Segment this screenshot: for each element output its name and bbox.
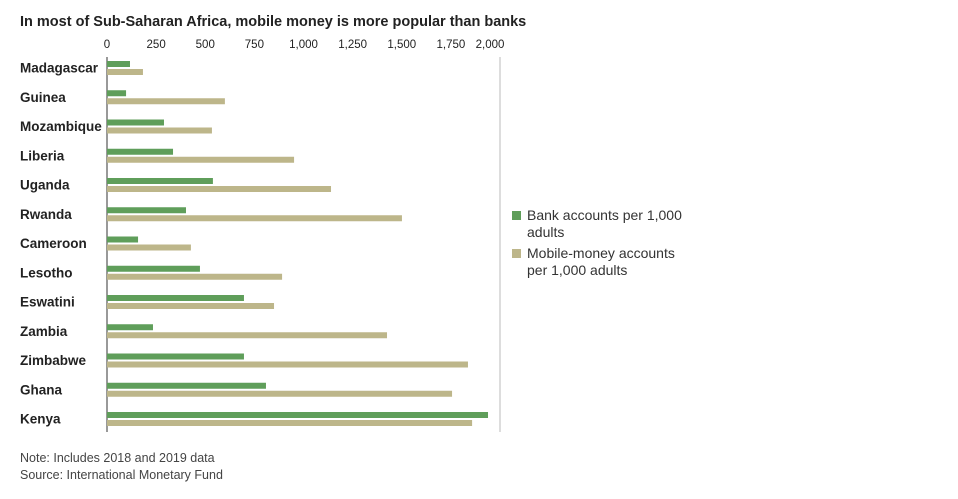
bar xyxy=(107,69,143,75)
x-tick-label: 750 xyxy=(245,39,264,51)
y-tick-label: Ghana xyxy=(20,382,63,397)
source: Source: International Monetary Fund xyxy=(20,468,223,482)
bar xyxy=(107,156,295,163)
y-tick-label: Mozambique xyxy=(20,119,102,134)
bar xyxy=(107,324,153,331)
bar xyxy=(107,412,489,418)
bar xyxy=(107,207,186,214)
bar xyxy=(107,295,244,301)
legend-swatch xyxy=(512,249,521,258)
legend-item: Mobile-money accounts per 1,000 adults xyxy=(512,245,682,279)
bar xyxy=(107,244,191,251)
legend-label: Bank accounts per 1,000 adults xyxy=(527,207,682,240)
x-tick-label: 500 xyxy=(196,39,215,51)
x-tick-label: 0 xyxy=(104,39,110,51)
bar xyxy=(107,90,127,97)
x-tick-label: 1,500 xyxy=(387,39,416,51)
bar xyxy=(107,390,453,397)
y-tick-label: Lesotho xyxy=(20,265,73,280)
y-tick-label: Zimbabwe xyxy=(20,353,87,368)
y-tick-label: Liberia xyxy=(20,148,65,163)
bar xyxy=(107,265,200,272)
bar xyxy=(107,236,139,243)
y-tick-label: Zambia xyxy=(20,324,68,339)
y-tick-label: Uganda xyxy=(20,178,70,193)
bar xyxy=(107,98,225,105)
y-tick-label: Cameroon xyxy=(20,236,87,251)
bar xyxy=(107,119,164,126)
bar xyxy=(107,178,213,184)
bar xyxy=(107,215,402,222)
legend: Bank accounts per 1,000 adults Mobile-mon… xyxy=(512,207,682,283)
x-tick-label: 1,750 xyxy=(436,39,465,51)
legend-swatch xyxy=(512,211,521,220)
x-tick-label: 1,000 xyxy=(289,39,318,51)
note: Note: Includes 2018 and 2019 data xyxy=(20,451,215,465)
chart-title: In most of Sub-Saharan Africa, mobile mo… xyxy=(20,14,526,30)
x-tick-label: 250 xyxy=(147,39,166,51)
bar xyxy=(107,61,130,67)
bar xyxy=(107,303,275,309)
bar xyxy=(107,420,473,426)
bar xyxy=(107,273,283,280)
y-tick-label: Guinea xyxy=(20,90,66,105)
bar xyxy=(107,127,212,134)
y-tick-label: Kenya xyxy=(20,412,61,427)
bar xyxy=(107,332,388,339)
y-tick-label: Madagascar xyxy=(20,61,99,76)
bar xyxy=(107,353,244,360)
legend-label: Mobile-money accounts per 1,000 adults xyxy=(527,245,675,278)
bar xyxy=(107,148,174,155)
legend-item: Bank accounts per 1,000 adults xyxy=(512,207,682,241)
bar xyxy=(107,382,266,389)
x-tick-label: 1,250 xyxy=(338,39,367,51)
y-tick-label: Rwanda xyxy=(20,207,72,222)
bar xyxy=(107,186,332,192)
bar xyxy=(107,361,468,368)
x-tick-label: 2,000 xyxy=(476,39,505,51)
y-tick-label: Eswatini xyxy=(20,295,75,310)
